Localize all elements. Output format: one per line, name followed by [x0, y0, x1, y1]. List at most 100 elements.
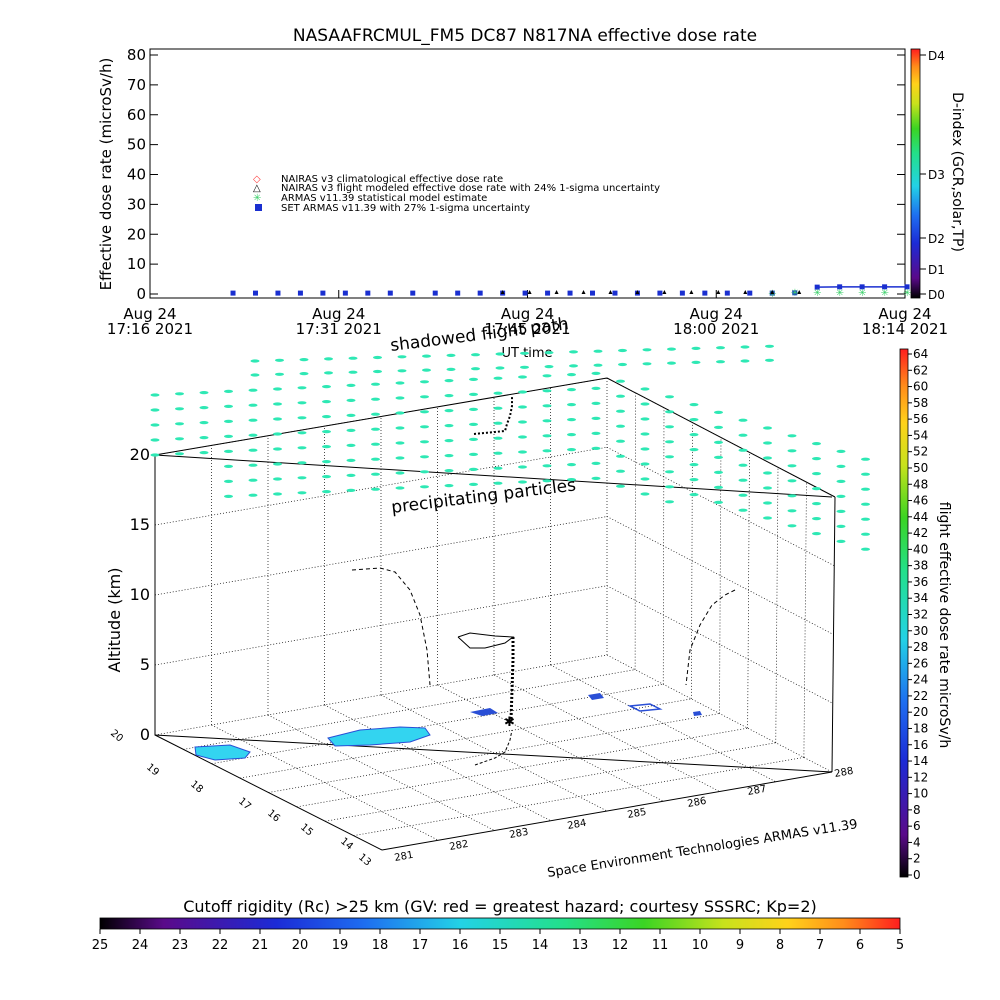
cutoff-patch-small-1: [470, 708, 498, 716]
flight-track-upper: [473, 396, 513, 435]
dose-tick-label: 26: [913, 656, 928, 670]
particle-marker: [322, 430, 331, 434]
data-point: [365, 290, 371, 296]
particle-marker: [787, 479, 797, 483]
particle-marker: [346, 398, 356, 402]
particle-marker: [395, 426, 405, 430]
particle-marker: [273, 447, 282, 451]
particle-marker: [322, 445, 331, 449]
longitude-tick-label: 281: [394, 850, 415, 864]
flight-loop: [457, 632, 515, 649]
particle-marker: [248, 388, 258, 392]
cutoff-tick-label: 22: [212, 938, 229, 953]
particle-marker: [371, 457, 380, 461]
nairas-point: [554, 290, 559, 294]
longitude-tick-label: 283: [509, 827, 530, 841]
particle-marker: [150, 423, 160, 427]
particle-marker: [542, 434, 552, 438]
particle-marker: [250, 373, 260, 377]
particle-marker: [420, 425, 429, 429]
particle-marker: [618, 362, 627, 367]
wall-grid-line: [775, 467, 779, 743]
legend-entry-4: SET ARMAS v11.39 with 27% 1-sigma uncert…: [281, 203, 530, 214]
particle-marker: [763, 441, 772, 445]
particle-marker: [665, 455, 674, 459]
particle-marker: [224, 434, 233, 438]
floor-grid-line: [493, 674, 720, 792]
particle-marker: [567, 373, 576, 377]
wall-grid-line: [606, 585, 833, 704]
particle-marker: [469, 377, 478, 381]
floor-grid-line: [380, 694, 608, 812]
y-tick-label: 20: [127, 225, 146, 243]
data-point: [320, 290, 326, 296]
particle-marker: [591, 431, 601, 435]
dose-tick-label: 14: [913, 754, 928, 768]
longitude-tick-label: 282: [449, 839, 470, 853]
particle-marker: [248, 463, 258, 467]
particle-marker: [444, 439, 454, 443]
nairas-point: [635, 290, 640, 294]
cutoff-rigidity-patches: [194, 693, 702, 761]
y-tick-label: 50: [127, 136, 146, 154]
particle-marker: [616, 469, 625, 473]
particle-marker: [199, 406, 209, 410]
particle-marker: [542, 479, 552, 483]
particle-marker: [544, 365, 554, 369]
longitude-tick-label: 284: [567, 818, 588, 832]
particle-marker: [861, 502, 870, 506]
particle-marker: [518, 405, 527, 409]
particle-marker: [469, 482, 478, 486]
particle-marker: [469, 452, 478, 456]
longitude-tick-label: 288: [834, 766, 855, 780]
cutoff-tick-label: 25: [92, 938, 109, 953]
particle-marker: [395, 396, 405, 400]
particle-marker: [324, 357, 333, 361]
particle-marker: [420, 470, 429, 474]
particle-marker: [248, 433, 258, 437]
nairas-point: [797, 290, 802, 294]
particle-marker: [175, 392, 184, 396]
particle-marker: [569, 350, 578, 354]
particle-marker: [444, 424, 454, 428]
dose-tick-label: 0: [913, 868, 921, 882]
y-tick-label: 30: [127, 195, 146, 213]
cutoff-tick-label: 9: [736, 938, 744, 953]
dose-tick-label: 46: [913, 494, 928, 508]
particle-marker: [493, 466, 503, 470]
particle-marker: [273, 477, 282, 481]
dose-tick-label: 34: [913, 591, 928, 605]
y-tick-label: 80: [127, 46, 146, 64]
particle-marker: [665, 500, 674, 504]
d-index-tick-label: D1: [928, 263, 945, 277]
top-y-axis: 0 10 20 30 40 50 60 70 80: [127, 46, 905, 303]
dose-tick-label: 24: [913, 673, 928, 687]
data-point: [702, 290, 708, 296]
particle-marker: [665, 395, 674, 399]
particle-marker: [812, 472, 821, 476]
particle-marker: [444, 454, 454, 458]
particle-marker: [616, 409, 625, 413]
particle-marker: [593, 363, 603, 367]
particle-marker: [346, 473, 356, 477]
particle-marker: [618, 348, 627, 353]
particle-marker: [665, 470, 674, 474]
x-tick-time: 18:00 2021: [673, 320, 759, 338]
chart-title: NASAAFRCMUL_FM5 DC87 N817NA effective do…: [293, 26, 757, 46]
particle-marker: [495, 366, 505, 370]
dose-tick-label: 62: [913, 363, 928, 377]
particle-marker: [346, 443, 356, 447]
nairas-point: [770, 290, 775, 294]
particle-marker: [763, 426, 772, 430]
data-point-model: ✳: [836, 288, 844, 299]
nairas-point: [662, 290, 667, 294]
legend: ◇ NAIRAS v3 climatological effective dos…: [253, 174, 660, 214]
particle-marker: [224, 449, 233, 453]
latitude-tick-label: 13: [356, 852, 373, 869]
particle-marker: [297, 431, 307, 435]
particle-marker: [738, 493, 748, 497]
cutoff-tick-label: 20: [292, 938, 309, 953]
cutoff-colorbar-label: Cutoff rigidity (Rc) >25 km (GV: red = g…: [183, 897, 817, 916]
particle-marker: [691, 360, 701, 364]
